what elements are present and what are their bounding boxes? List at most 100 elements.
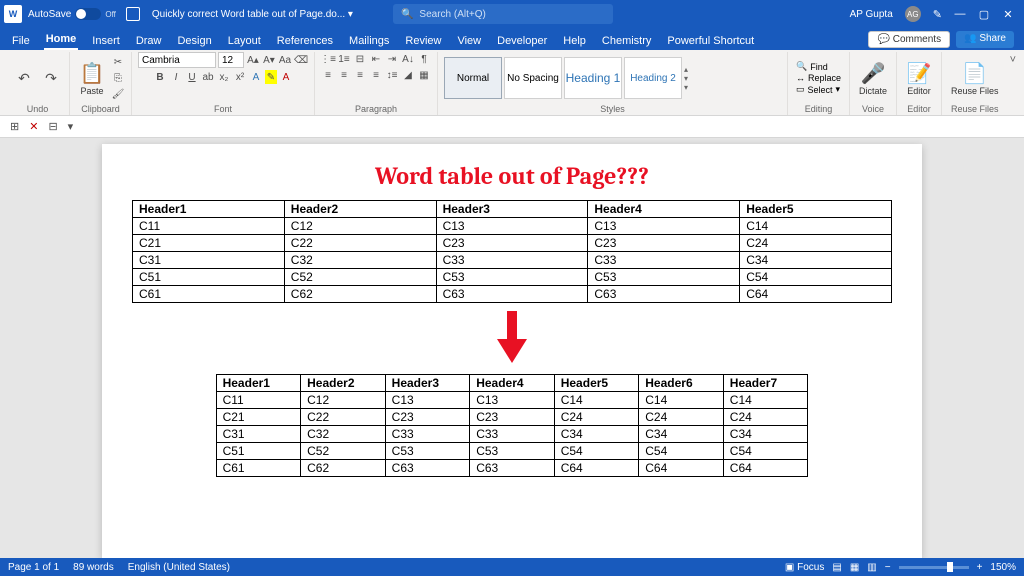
- format-painter-icon[interactable]: 🖌: [111, 87, 125, 101]
- justify-icon[interactable]: ≡: [369, 68, 383, 82]
- tab-mailings[interactable]: Mailings: [347, 32, 391, 50]
- table-cell: C13: [436, 218, 588, 235]
- style-heading1[interactable]: Heading 1: [564, 57, 622, 99]
- tab-references[interactable]: References: [275, 32, 335, 50]
- zoom-out-icon[interactable]: −: [885, 562, 891, 573]
- tab-help[interactable]: Help: [561, 32, 588, 50]
- italic-icon[interactable]: I: [169, 70, 183, 84]
- maximize-icon[interactable]: ▢: [978, 8, 990, 20]
- line-spacing-icon[interactable]: ↕≡: [385, 68, 399, 82]
- text-effects-icon[interactable]: A: [249, 70, 263, 84]
- tab-home[interactable]: Home: [44, 30, 79, 50]
- toggle-off-icon[interactable]: [75, 8, 101, 20]
- pen-icon[interactable]: ✎: [933, 8, 942, 21]
- table-header: Header7: [723, 375, 808, 392]
- align-right-icon[interactable]: ≡: [353, 68, 367, 82]
- tool-icon-1[interactable]: ⊞: [10, 120, 19, 133]
- style-heading2[interactable]: Heading 2: [624, 57, 682, 99]
- status-page[interactable]: Page 1 of 1: [8, 562, 59, 573]
- ribbon-collapse-icon[interactable]: ˅: [1008, 52, 1018, 115]
- user-avatar[interactable]: AG: [905, 6, 921, 22]
- superscript-icon[interactable]: x²: [233, 70, 247, 84]
- select-icon: ▭: [796, 84, 805, 95]
- search-input[interactable]: 🔍 Search (Alt+Q): [393, 4, 613, 24]
- find-button[interactable]: 🔍Find: [794, 61, 843, 72]
- numbering-icon[interactable]: 1≡: [337, 52, 351, 66]
- highlight-icon[interactable]: ✎: [265, 70, 277, 84]
- dec-indent-icon[interactable]: ⇤: [369, 52, 383, 66]
- underline-icon[interactable]: U: [185, 70, 199, 84]
- paste-button[interactable]: 📋Paste: [76, 60, 108, 96]
- tab-draw[interactable]: Draw: [134, 32, 164, 50]
- inc-indent-icon[interactable]: ⇥: [385, 52, 399, 66]
- borders-icon[interactable]: ▦: [417, 68, 431, 82]
- document-title[interactable]: Quickly correct Word table out of Page.d…: [152, 9, 353, 20]
- tab-layout[interactable]: Layout: [226, 32, 263, 50]
- style-nospacing[interactable]: No Spacing: [504, 57, 562, 99]
- zoom-slider[interactable]: [899, 566, 969, 569]
- bold-icon[interactable]: B: [153, 70, 167, 84]
- show-marks-icon[interactable]: ¶: [417, 52, 431, 66]
- grow-font-icon[interactable]: A▴: [246, 53, 260, 67]
- tab-insert[interactable]: Insert: [90, 32, 122, 50]
- tool-icon-4[interactable]: ▾: [68, 120, 74, 133]
- editor-button[interactable]: 📝Editor: [903, 60, 935, 96]
- select-button[interactable]: ▭Select ▾: [794, 84, 843, 95]
- status-lang[interactable]: English (United States): [128, 562, 230, 573]
- zoom-level[interactable]: 150%: [990, 562, 1016, 573]
- save-icon[interactable]: [126, 7, 140, 21]
- comments-button[interactable]: 💬 Comments: [868, 31, 950, 48]
- table-cell: C13: [385, 392, 470, 409]
- shrink-font-icon[interactable]: A▾: [262, 53, 276, 67]
- view-print-icon[interactable]: ▤: [832, 562, 841, 573]
- bullets-icon[interactable]: ⋮≡: [321, 52, 335, 66]
- dictate-button[interactable]: 🎤Dictate: [856, 60, 890, 96]
- tab-review[interactable]: Review: [403, 32, 443, 50]
- sort-icon[interactable]: A↓: [401, 52, 415, 66]
- subscript-icon[interactable]: x₂: [217, 70, 231, 84]
- zoom-in-icon[interactable]: +: [977, 562, 983, 573]
- tool-icon-2[interactable]: ✕: [29, 120, 38, 133]
- tab-shortcut[interactable]: Powerful Shortcut: [665, 32, 756, 50]
- focus-button[interactable]: ▣ Focus: [785, 562, 824, 573]
- tool-icon-3[interactable]: ⊟: [48, 120, 57, 133]
- style-normal[interactable]: Normal: [444, 57, 502, 99]
- secondary-toolbar: ⊞ ✕ ⊟ ▾: [0, 116, 1024, 138]
- strike-icon[interactable]: ab: [201, 70, 215, 84]
- tab-developer[interactable]: Developer: [495, 32, 549, 50]
- table-header: Header3: [436, 201, 588, 218]
- change-case-icon[interactable]: Aa: [278, 53, 292, 67]
- multilevel-icon[interactable]: ⊟: [353, 52, 367, 66]
- user-name[interactable]: AP Gupta: [850, 9, 893, 20]
- align-center-icon[interactable]: ≡: [337, 68, 351, 82]
- table-cell: C52: [284, 269, 436, 286]
- font-color-icon[interactable]: A: [279, 70, 293, 84]
- table-cell: C62: [301, 460, 386, 477]
- status-words[interactable]: 89 words: [73, 562, 114, 573]
- tab-design[interactable]: Design: [175, 32, 213, 50]
- font-size-select[interactable]: 12: [218, 52, 244, 68]
- close-icon[interactable]: ✕: [1002, 8, 1014, 20]
- undo-button[interactable]: ↶: [12, 69, 36, 87]
- table-cell: C23: [436, 235, 588, 252]
- share-button[interactable]: 👥 Share: [956, 31, 1014, 48]
- reuse-files-button[interactable]: 📄Reuse Files: [948, 60, 1002, 96]
- tab-chemistry[interactable]: Chemistry: [600, 32, 654, 50]
- clear-format-icon[interactable]: ⌫: [294, 53, 308, 67]
- minimize-icon[interactable]: —: [954, 8, 966, 20]
- tab-view[interactable]: View: [455, 32, 483, 50]
- redo-button[interactable]: ↷: [39, 69, 63, 87]
- autosave-toggle[interactable]: AutoSave Off: [28, 8, 116, 20]
- copy-icon[interactable]: ⎘: [111, 71, 125, 85]
- align-left-icon[interactable]: ≡: [321, 68, 335, 82]
- styles-more-icon[interactable]: ▴▾▾: [684, 65, 688, 92]
- table-header: Header2: [284, 201, 436, 218]
- font-name-select[interactable]: Cambria: [138, 52, 216, 68]
- document-area[interactable]: Word table out of Page??? Header1Header2…: [0, 138, 1024, 558]
- view-web-icon[interactable]: ▥: [867, 562, 876, 573]
- tab-file[interactable]: File: [10, 32, 32, 50]
- shading-icon[interactable]: ◢: [401, 68, 415, 82]
- view-read-icon[interactable]: ▦: [850, 562, 859, 573]
- cut-icon[interactable]: ✂: [111, 55, 125, 69]
- replace-button[interactable]: ↔Replace: [794, 73, 843, 83]
